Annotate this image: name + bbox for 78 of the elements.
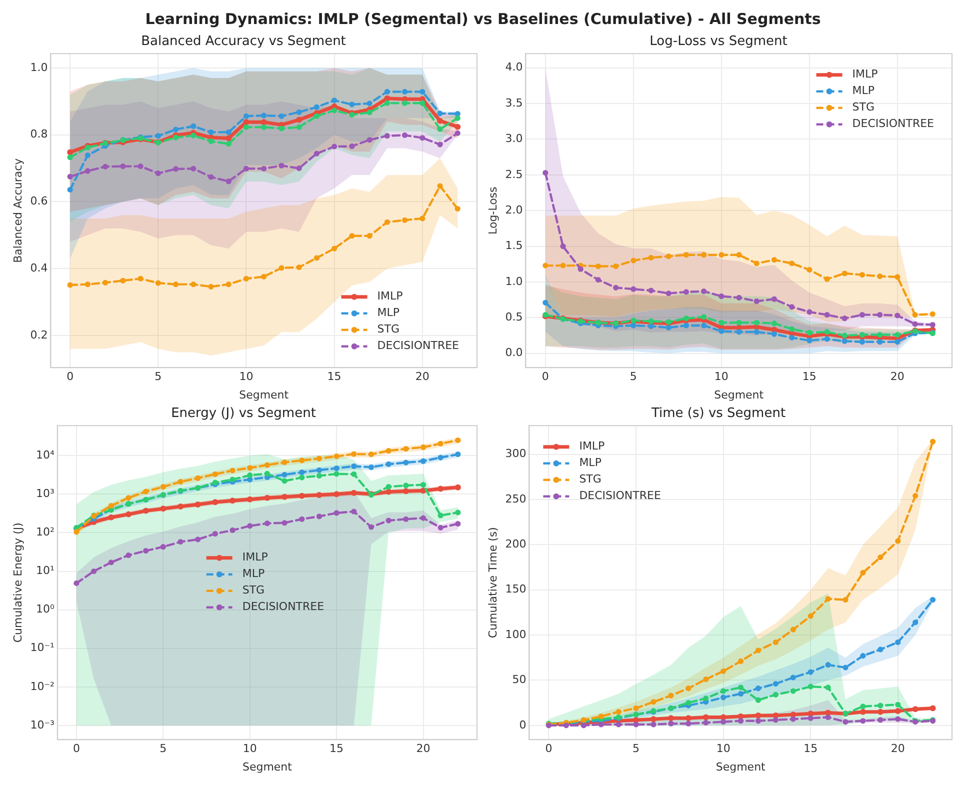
legend-label: STG [579, 472, 602, 486]
legend-label: MLP [579, 456, 602, 470]
x-tick-label: 0 [72, 742, 80, 756]
x-tick-label: 15 [804, 742, 818, 756]
legend-label: IMLP [377, 290, 404, 303]
x-tick-label: 5 [632, 742, 640, 756]
x-tick-label: 0 [66, 370, 74, 384]
legend-label: DECISIONTREE [852, 117, 934, 130]
y-tick-label: 10⁻² [30, 680, 54, 693]
legend-label: DECISIONTREE [242, 600, 324, 614]
y-axis-title: Balanced Accuracy [11, 158, 24, 263]
y-tick-label: 0.2 [30, 328, 48, 342]
x-tick-label: 20 [416, 742, 430, 756]
y-tick-label: 3.5 [505, 96, 523, 110]
y-tick-label: 0.5 [505, 310, 523, 324]
x-axis-title: Segment [239, 388, 290, 402]
y-tick-label: 0 [519, 718, 526, 732]
y-tick-label: 10² [36, 526, 54, 539]
x-tick-label: 0 [545, 742, 552, 756]
y-tick-label: 1.0 [30, 60, 48, 74]
legend-label: DECISIONTREE [377, 339, 460, 352]
y-axis-title: Cumulative Time (s) [486, 527, 500, 638]
y-tick-label: 150 [505, 582, 526, 596]
y-tick-label: 10⁻³ [30, 718, 54, 732]
x-tick-label: 10 [239, 370, 254, 384]
chart-title: Energy (J) vs Segment [171, 406, 316, 422]
y-tick-label: 1.5 [505, 239, 523, 252]
legend-label: STG [377, 322, 400, 336]
x-axis-title: Segment [716, 760, 766, 774]
x-tick-label: 20 [890, 742, 905, 756]
y-axis-title: Log-Loss [486, 186, 500, 234]
x-axis-title: Segment [242, 760, 293, 774]
chart-title: Time (s) vs Segment [650, 406, 786, 422]
y-tick-label: 10⁰ [36, 602, 55, 616]
y-tick-label: 10¹ [36, 564, 54, 578]
y-tick-label: 4.0 [505, 60, 523, 74]
y-tick-label: 50 [512, 673, 526, 686]
y-tick-label: 0.4 [30, 261, 48, 274]
x-tick-label: 0 [542, 370, 549, 384]
y-tick-label: 10⁴ [36, 448, 55, 462]
legend-label: STG [242, 584, 265, 597]
x-tick-label: 15 [327, 370, 342, 384]
x-tick-label: 20 [890, 370, 904, 384]
text: Learning Dynamics: IMLP (Segmental) vs Baselines (Cumulative) - All Segments [144, 9, 822, 30]
y-tick-label: 10⁻¹ [30, 641, 54, 654]
y-tick-label: 0.8 [30, 128, 48, 141]
y-tick-label: 250 [505, 492, 526, 506]
x-tick-label: 5 [154, 370, 162, 384]
x-tick-label: 15 [802, 370, 816, 384]
legend-label: DECISIONTREE [579, 489, 661, 502]
y-tick-label: 200 [505, 537, 526, 550]
y-tick-label: 2.5 [505, 168, 523, 181]
legend-label: IMLP [852, 68, 878, 81]
legend-label: MLP [242, 567, 265, 580]
x-tick-label: 5 [630, 370, 637, 384]
legend-label: IMLP [242, 550, 268, 564]
y-tick-label: 1.0 [505, 274, 523, 288]
y-tick-label: 10³ [36, 487, 54, 500]
y-tick-label: 100 [505, 628, 526, 641]
x-tick-label: 10 [716, 742, 730, 756]
legend-label: IMLP [579, 440, 606, 453]
x-axis-title: Segment [714, 388, 764, 402]
legend-label: MLP [377, 306, 400, 320]
x-tick-label: 10 [714, 370, 728, 384]
y-tick-label: 2.0 [505, 203, 523, 216]
legend-label: MLP [852, 84, 875, 98]
chart-title: Balanced Accuracy vs Segment [141, 34, 346, 50]
y-tick-label: 3.0 [505, 132, 523, 146]
legend-label: STG [852, 100, 875, 114]
x-tick-label: 5 [160, 742, 167, 756]
x-tick-label: 20 [415, 370, 430, 384]
x-tick-label: 15 [330, 742, 344, 756]
y-tick-label: 0.0 [505, 346, 523, 360]
x-tick-label: 10 [242, 742, 257, 756]
y-axis-title: Cumulative Energy (J) [11, 522, 24, 643]
y-tick-label: 0.6 [30, 194, 48, 208]
chart-title: Log-Loss vs Segment [650, 34, 788, 50]
y-tick-label: 300 [505, 447, 526, 460]
